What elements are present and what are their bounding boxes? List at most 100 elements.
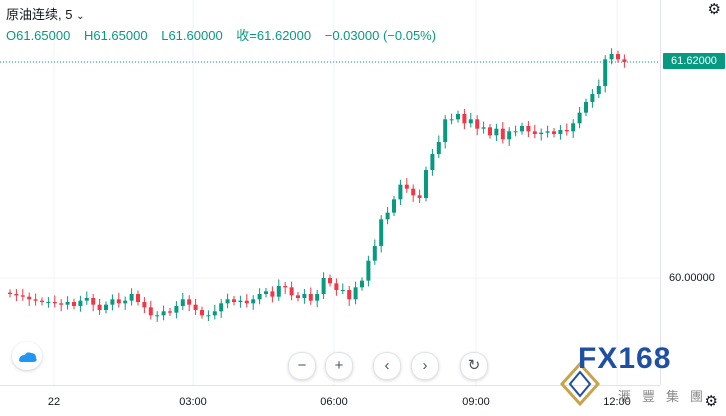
candle <box>238 295 243 308</box>
candlestick-chart <box>0 0 660 385</box>
high-value: H61.65000 <box>83 28 148 43</box>
candle <box>456 110 460 123</box>
symbol-row: 原油连续, 5 ⌄ <box>6 7 85 22</box>
close-value: 收=61.62000 <box>236 28 312 43</box>
interval-label[interactable]: 5 <box>65 7 73 22</box>
candle <box>225 293 230 309</box>
candle <box>8 289 12 298</box>
candle <box>155 311 160 322</box>
candle-body <box>321 278 326 294</box>
candle-body <box>462 114 467 124</box>
candle <box>552 128 556 138</box>
candle <box>187 295 192 312</box>
candle <box>59 299 64 312</box>
candle-body <box>372 246 377 261</box>
candle <box>136 290 140 306</box>
candle <box>545 125 550 138</box>
candle-body <box>353 287 358 300</box>
candle-body <box>123 300 128 304</box>
candle-body <box>494 128 499 136</box>
candle-body <box>8 292 12 294</box>
fx168-watermark: FX168 滙豐集團 <box>560 340 725 415</box>
chart-canvas[interactable]: 原油连续, 5 ⌄ O61.65000 H61.65000 L61.60000 … <box>0 0 660 385</box>
candle-body <box>72 302 76 306</box>
change-value: −0.03000 (−0.05%) <box>324 28 437 43</box>
candle-body <box>91 298 96 305</box>
candle <box>289 281 294 301</box>
scroll-left-button[interactable]: ‹ <box>373 352 401 380</box>
price-tick: 60.00000 <box>669 272 715 284</box>
candle <box>116 292 121 308</box>
candle-body <box>596 86 601 94</box>
zoom-out-button[interactable]: − <box>288 352 316 380</box>
candle-body <box>200 310 204 316</box>
candle <box>84 291 89 305</box>
candle-body <box>308 294 313 301</box>
tradingview-logo-button[interactable] <box>12 342 42 370</box>
low-value: L61.60000 <box>161 28 223 43</box>
watermark-subtitle: 滙豐集團 <box>618 389 715 404</box>
candle <box>500 122 505 144</box>
candle <box>513 125 518 137</box>
candle-body <box>436 142 441 154</box>
candle <box>52 295 57 308</box>
candle-body <box>59 303 64 305</box>
candle-body <box>174 306 179 313</box>
candle-body <box>616 54 620 60</box>
ohlc-values-row: O61.65000 H61.65000 L61.60000 收=61.62000… <box>6 26 446 45</box>
candle <box>462 109 467 130</box>
candle-body <box>449 119 454 121</box>
candle-body <box>289 287 294 296</box>
scroll-right-button[interactable]: › <box>411 352 439 380</box>
candle <box>596 79 601 99</box>
watermark-brand: FX168 <box>578 342 672 375</box>
candle <box>321 272 326 299</box>
candle-body <box>212 311 217 316</box>
candle <box>584 98 588 116</box>
candle <box>244 294 249 308</box>
candle-body <box>264 291 268 294</box>
price-axis[interactable]: ⚙ 61.62000 60.00000 <box>660 0 726 385</box>
candle-body <box>270 291 275 297</box>
candle-body <box>500 128 505 140</box>
candle-body <box>193 304 198 310</box>
candle <box>296 292 300 302</box>
candle <box>206 310 211 322</box>
candle-body <box>148 307 153 316</box>
candle-body <box>283 286 288 288</box>
candle-body <box>603 59 608 86</box>
candle-body <box>168 311 172 313</box>
gear-icon[interactable]: ⚙ <box>707 1 721 18</box>
chevron-down-icon[interactable]: ⌄ <box>76 11 85 22</box>
candle-body <box>116 299 121 304</box>
open-value: O61.65000 <box>6 28 71 43</box>
candle-body <box>27 296 32 300</box>
candle <box>257 288 262 305</box>
candle-body <box>136 294 140 302</box>
candle <box>27 292 32 306</box>
candle <box>475 115 480 136</box>
gear-icon[interactable]: ⚙ <box>704 393 718 410</box>
candle-body <box>360 280 364 288</box>
candle <box>539 128 544 141</box>
candle <box>283 281 288 294</box>
candle-body <box>488 127 492 136</box>
time-axis[interactable]: 22 03:00 06:00 09:00 12:00 <box>0 385 660 416</box>
time-tick: 09:00 <box>462 396 490 408</box>
candle <box>200 306 204 319</box>
candle-body <box>392 199 396 213</box>
candle <box>411 184 416 202</box>
candle-body <box>481 127 486 129</box>
candle-body <box>558 130 563 134</box>
candle-body <box>539 132 544 134</box>
zoom-in-button[interactable]: + <box>325 352 353 380</box>
time-tick: 22 <box>47 396 61 408</box>
candle-body <box>251 299 256 304</box>
candle-body <box>219 303 224 312</box>
candle-body <box>577 112 582 124</box>
symbol-name[interactable]: 原油连续 <box>6 7 59 22</box>
candle <box>430 149 435 176</box>
candle-body <box>513 131 518 133</box>
candle <box>334 278 339 296</box>
reset-chart-button[interactable]: ↻ <box>460 352 488 380</box>
